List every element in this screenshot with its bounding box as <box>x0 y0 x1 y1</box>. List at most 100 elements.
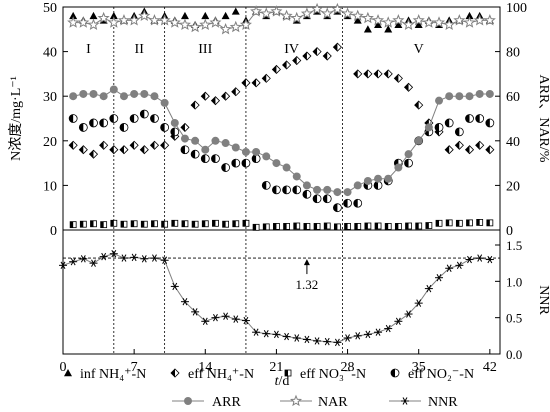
y-left-tick-label: 40 <box>43 46 57 61</box>
data-point <box>119 92 128 101</box>
data-point <box>130 220 138 228</box>
data-point <box>283 223 290 230</box>
data-point <box>483 14 496 26</box>
data-point <box>270 5 283 17</box>
bottom-panel: 0.0 0.5 1.0 1.5 NNR 1.32 <box>59 238 550 362</box>
top-panel: I II III IV V01020304050N浓度/mg·L⁻¹0204060801… <box>8 1 550 355</box>
data-point <box>282 163 291 172</box>
data-point <box>68 114 78 123</box>
data-point <box>109 250 118 258</box>
series-half-circle <box>68 109 495 213</box>
data-point <box>455 92 464 101</box>
data-point <box>252 328 261 336</box>
data-point <box>242 219 250 227</box>
data-point <box>199 18 212 30</box>
data-point <box>119 254 128 262</box>
phase-label: III <box>198 42 212 57</box>
data-point <box>374 174 383 183</box>
x-axis: 0 7 14 21 28 35 42 t/d <box>60 349 497 389</box>
data-point <box>100 221 108 229</box>
data-point <box>485 255 494 264</box>
data-point <box>435 96 444 105</box>
data-point <box>382 16 395 28</box>
data-point <box>241 78 251 88</box>
x-tick-label: 42 <box>483 360 497 375</box>
nnr-line <box>62 253 490 343</box>
phase-label: IV <box>284 42 299 57</box>
data-point <box>140 89 149 98</box>
data-point <box>77 16 90 28</box>
data-point <box>79 220 87 228</box>
data-point <box>109 11 118 20</box>
data-point <box>354 223 362 230</box>
data-point <box>170 127 180 137</box>
data-point <box>250 5 263 17</box>
y-left-tick-label: 20 <box>43 135 57 150</box>
data-point <box>405 222 412 230</box>
data-point <box>201 317 210 326</box>
data-point <box>262 223 270 231</box>
data-point <box>445 92 454 101</box>
phase-label: I <box>86 42 91 57</box>
data-point <box>463 16 476 28</box>
data-point <box>394 20 403 29</box>
data-point <box>128 14 141 26</box>
data-point <box>353 198 363 208</box>
data-point <box>212 219 219 227</box>
y-left-tick-label: 30 <box>43 90 57 105</box>
data-point <box>107 16 120 28</box>
reference-label: 1.32 <box>296 277 319 292</box>
x-tick-label: 35 <box>412 360 426 375</box>
data-point <box>353 332 362 340</box>
data-point <box>302 181 311 190</box>
data-point <box>384 223 392 230</box>
data-point <box>148 14 161 26</box>
data-point <box>455 261 464 270</box>
data-point <box>321 7 334 19</box>
data-point <box>120 220 128 228</box>
data-point <box>69 11 78 20</box>
nnr-tick-label: 1.5 <box>506 238 522 253</box>
data-point <box>140 255 149 263</box>
data-point <box>323 222 331 230</box>
data-point <box>211 136 220 145</box>
nnr-axis-label: NNR <box>536 285 550 315</box>
data-point <box>168 16 181 28</box>
data-point <box>191 220 199 228</box>
data-point <box>292 334 301 342</box>
data-point <box>189 20 202 33</box>
data-point <box>69 221 77 229</box>
data-point <box>374 20 383 29</box>
data-point <box>78 123 88 132</box>
data-point <box>229 20 242 33</box>
data-point <box>87 18 100 30</box>
data-point <box>394 317 403 326</box>
data-point <box>414 299 423 307</box>
data-point <box>465 255 474 264</box>
data-point <box>272 185 281 195</box>
data-point <box>373 69 383 79</box>
data-point <box>160 140 170 150</box>
data-point <box>292 55 302 66</box>
data-point <box>475 89 484 98</box>
x-tick-label: 7 <box>131 360 138 375</box>
data-point <box>272 159 281 168</box>
data-point <box>415 222 423 230</box>
data-point <box>67 16 80 28</box>
data-point <box>313 185 322 194</box>
legend-label: inf NH₄⁺-N <box>80 367 146 382</box>
data-point <box>323 185 332 194</box>
x-axis-label-var: t <box>275 374 280 389</box>
data-point <box>59 261 67 270</box>
data-point <box>312 194 322 204</box>
series-star <box>67 2 496 35</box>
data-point <box>150 254 159 262</box>
data-point <box>414 20 423 29</box>
y-left-tick-label: 0 <box>50 224 57 239</box>
data-point <box>231 315 240 323</box>
data-point <box>231 7 240 15</box>
data-point <box>465 114 474 123</box>
reference-arrowhead <box>303 259 310 266</box>
data-point <box>160 256 169 264</box>
data-point <box>210 96 221 106</box>
